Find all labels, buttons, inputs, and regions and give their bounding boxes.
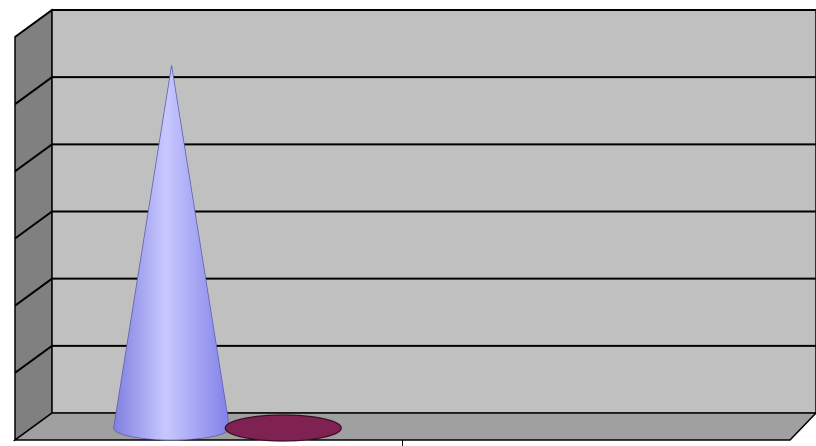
cone [224, 414, 342, 442]
grid-line [14, 344, 816, 374]
grid-line [14, 9, 816, 38]
grid-line [14, 143, 816, 173]
grid [14, 9, 816, 446]
plot [113, 65, 342, 442]
grid-line [14, 210, 816, 240]
grid-line [14, 277, 816, 307]
grid-line [14, 76, 816, 105]
